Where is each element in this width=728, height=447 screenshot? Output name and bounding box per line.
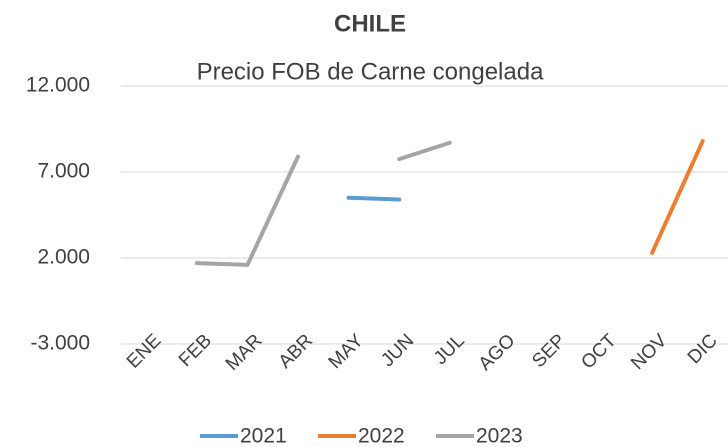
x-tick-label: JUL [430,330,469,369]
chart-subtitle: Precio FOB de Carne congelada [197,58,545,85]
x-tick-label: FEB [175,330,216,371]
series-line [650,139,705,255]
x-tick-label: SEP [528,330,570,372]
y-tick-label: 12.000 [26,74,90,97]
x-tick-label: AGO [475,330,520,375]
y-tick-label: 7.000 [37,160,90,183]
y-tick-label: -3.000 [30,332,90,355]
x-tick-label: MAY [325,330,368,373]
x-tick-label: JUN [377,330,418,371]
x-tick-label: NOV [627,330,671,374]
series-line [194,140,452,267]
legend-label: 2021 [240,425,287,447]
x-tick-label: DIC [684,330,722,368]
x-tick-label: MAR [222,330,267,375]
x-tick-label: OCT [577,330,620,373]
y-tick-label: 2.000 [37,246,90,269]
x-tick-label: ENE [123,330,165,372]
series-line [346,195,402,202]
chart-title: CHILE [334,10,406,37]
legend-label: 2023 [476,425,523,447]
x-tick-label: ABR [275,330,317,372]
legend-label: 2022 [358,425,405,447]
